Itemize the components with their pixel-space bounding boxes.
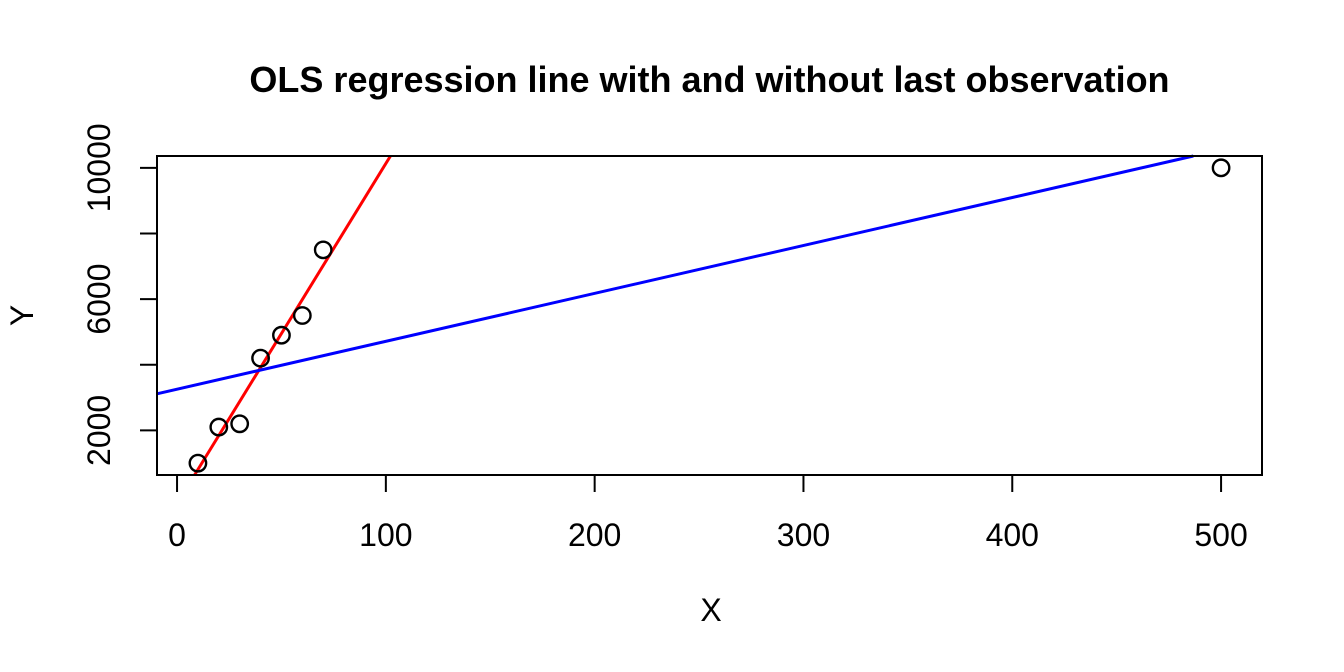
data-point xyxy=(230,414,250,434)
data-point xyxy=(292,306,312,325)
data-point xyxy=(1211,158,1231,178)
x-tick-label: 100 xyxy=(359,517,412,553)
y-tick-label: 2000 xyxy=(81,395,117,466)
chart-title: OLS regression line with and without las… xyxy=(249,59,1169,100)
x-tick-label: 0 xyxy=(168,517,186,553)
x-axis: 0 100 200 300 400 500 xyxy=(168,475,1248,553)
data-point xyxy=(251,348,270,368)
ols-fit-without-last-observation-line xyxy=(193,155,392,476)
regression-lines xyxy=(156,154,1194,476)
ols-fit-all-observations-line xyxy=(156,154,1194,396)
x-tick-label: 400 xyxy=(986,517,1039,553)
y-tick-label: 10000 xyxy=(81,123,117,212)
x-tick-label: 200 xyxy=(568,517,621,553)
plot-box-border xyxy=(156,155,1263,476)
x-axis-label: X xyxy=(700,592,721,628)
data-points xyxy=(188,158,1231,473)
data-point xyxy=(209,417,229,437)
x-tick-label: 300 xyxy=(777,517,830,553)
x-tick-label: 500 xyxy=(1194,517,1247,553)
data-point xyxy=(188,453,208,473)
y-axis-label: Y xyxy=(4,305,40,326)
data-point xyxy=(313,240,333,260)
data-point xyxy=(272,325,291,345)
y-axis: 2000 6000 10000 xyxy=(81,123,157,466)
y-tick-label: 6000 xyxy=(81,263,117,334)
